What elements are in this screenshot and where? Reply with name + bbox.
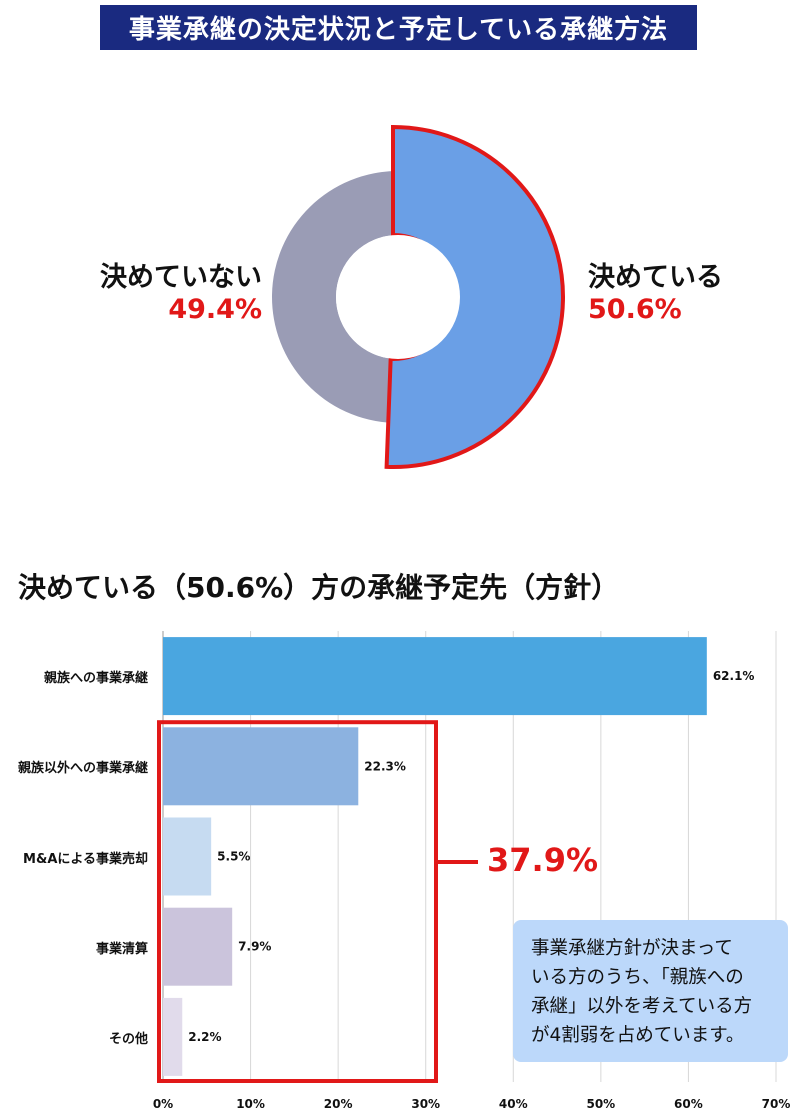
slice-value-not-decided: 49.4% (168, 294, 262, 325)
x-tick-label: 0% (153, 1097, 173, 1111)
slice-label-not-decided: 決めていない (100, 262, 262, 293)
x-tick-label: 10% (236, 1097, 265, 1111)
bar-value-label: 7.9% (238, 940, 271, 954)
callout-line: いる方のうち、「親族への (531, 967, 744, 988)
bar (163, 817, 212, 896)
bar (163, 727, 359, 806)
highlight-box (157, 720, 438, 1083)
category-label: その他 (108, 1031, 148, 1047)
category-label: 親族への事業承継 (43, 671, 148, 687)
page-title: 事業承継の決定状況と予定している承継方法 (100, 5, 697, 50)
category-label: 親族以外への事業承継 (17, 761, 148, 777)
x-tick-label: 20% (324, 1097, 353, 1111)
donut-chart (271, 124, 565, 469)
annotation-value: 37.9% (487, 841, 599, 879)
category-label: 事業清算 (95, 941, 148, 957)
x-tick-label: 60% (674, 1097, 703, 1111)
category-label: M&Aによる事業売却 (23, 851, 148, 867)
bar (163, 997, 183, 1076)
donut-label-left: 決めていない 49.4% (92, 255, 262, 325)
callout-line: が4割弱を占めています。 (531, 1025, 745, 1046)
bar-value-label: 5.5% (217, 850, 250, 864)
donut-slice-not-decided (271, 171, 398, 423)
callout-line: 承継」以外を考えている方 (531, 996, 753, 1017)
bar-value-label: 22.3% (364, 759, 406, 773)
callout-line: 事業承継方針が決まって (531, 938, 733, 959)
bar (163, 637, 707, 716)
x-tick-label: 70% (762, 1097, 791, 1111)
x-tick-label: 30% (411, 1097, 440, 1111)
x-tick-label: 40% (499, 1097, 528, 1111)
slice-value-decided: 50.6% (588, 294, 682, 325)
bar-value-label: 62.1% (713, 669, 755, 683)
x-tick-label: 50% (586, 1097, 615, 1111)
donut-hole (336, 235, 460, 359)
bar-value-label: 2.2% (188, 1030, 221, 1044)
donut-label-right: 決めている 50.6% (588, 255, 723, 325)
bar (163, 907, 233, 986)
bar-chart-title: 決めている（50.6%）方の承継予定先（方針） (18, 571, 620, 604)
slice-label-decided: 決めている (588, 262, 723, 293)
callout-box: 事業承継方針が決まって いる方のうち、「親族への 承継」以外を考えている方 が4… (513, 920, 788, 1062)
